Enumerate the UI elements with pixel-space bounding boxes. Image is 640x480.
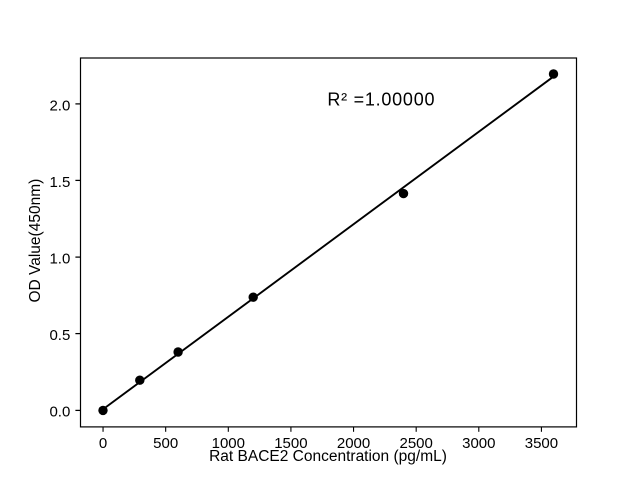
svg-text:500: 500 [153,435,178,452]
svg-text:OD Value(450nm): OD Value(450nm) [27,179,44,303]
svg-text:0.5: 0.5 [49,327,70,344]
svg-text:3000: 3000 [462,435,495,452]
svg-text:2000: 2000 [337,435,370,452]
svg-text:3500: 3500 [525,435,558,452]
svg-text:R² =1.00000: R² =1.00000 [327,90,435,110]
svg-text:2.0: 2.0 [49,97,70,114]
svg-text:1000: 1000 [212,435,245,452]
svg-text:1.0: 1.0 [49,250,70,267]
svg-text:Rat BACE2 Concentration (pg/mL: Rat BACE2 Concentration (pg/mL) [209,448,447,465]
svg-text:0.0: 0.0 [49,404,70,421]
svg-text:1.5: 1.5 [49,174,70,191]
svg-text:1500: 1500 [274,435,307,452]
svg-text:2500: 2500 [399,435,432,452]
svg-text:0: 0 [99,435,107,452]
